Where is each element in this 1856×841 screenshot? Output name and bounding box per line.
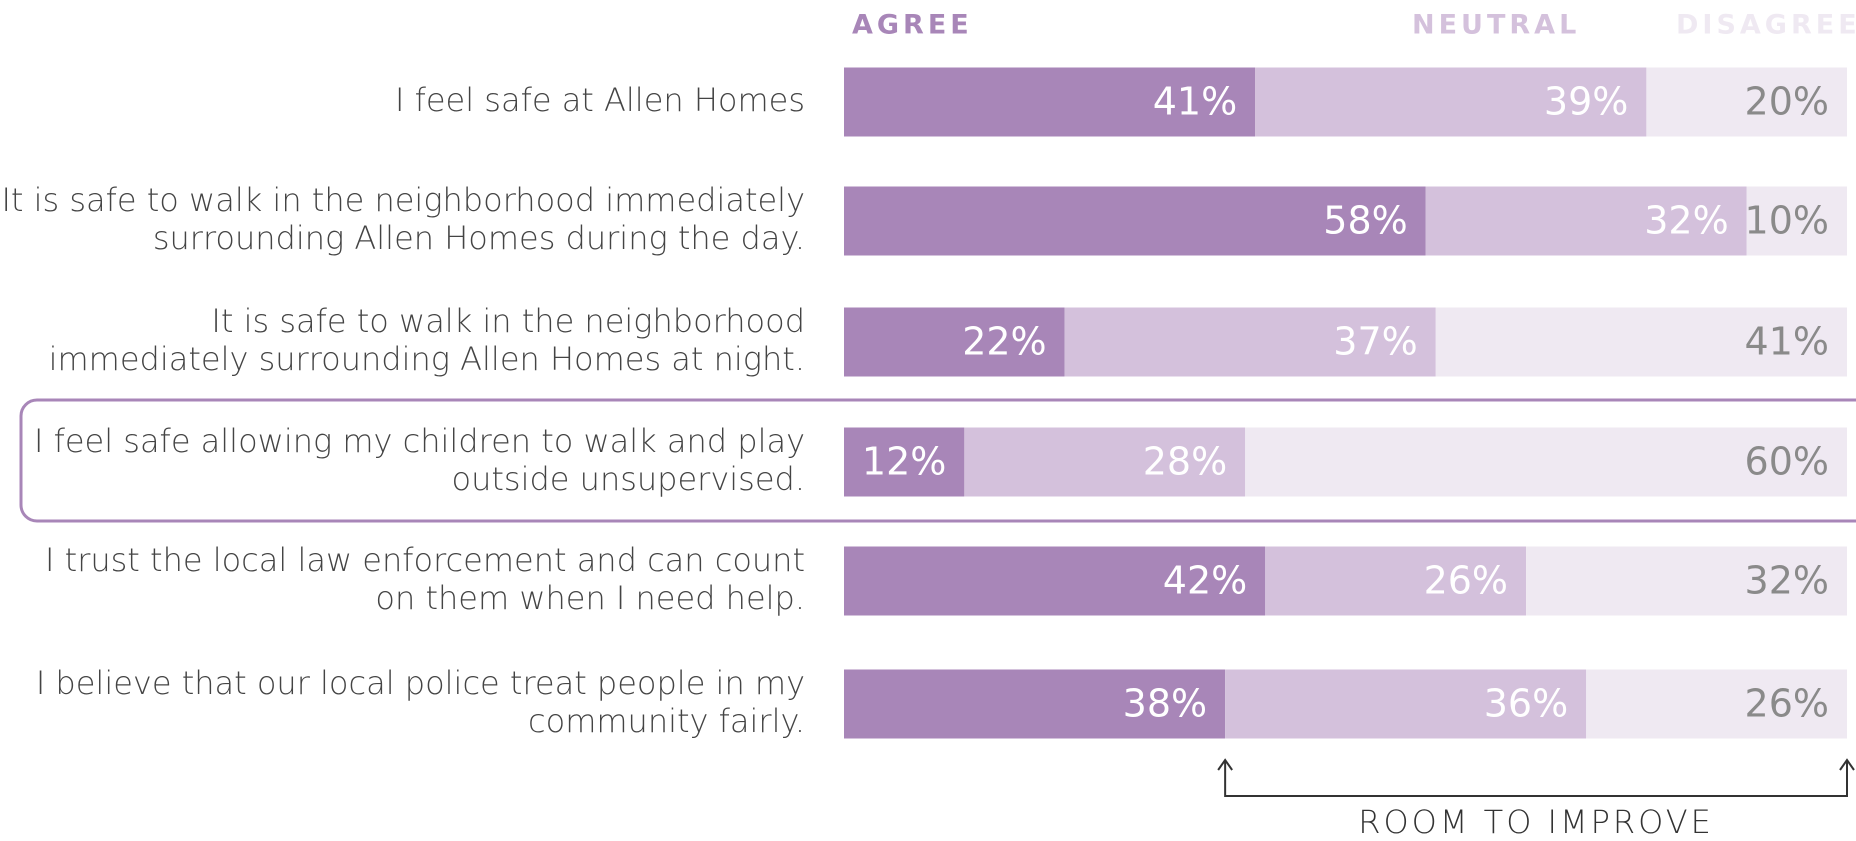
annotation: ROOM TO IMPROVE — [1358, 803, 1714, 841]
legend-label: DISAGREE — [1676, 10, 1856, 41]
category-label: I feel safe at Allen Homes — [395, 81, 805, 119]
bar-segment — [844, 186, 1426, 256]
value-label: 32% — [1644, 199, 1728, 243]
legend-label: NEUTRAL — [1412, 10, 1580, 41]
bar-segment — [1526, 546, 1847, 616]
bracket — [1217, 758, 1855, 797]
value-label: 20% — [1745, 80, 1829, 124]
bar-segment — [1746, 186, 1847, 256]
value-label: 39% — [1544, 80, 1628, 124]
value-label: 60% — [1745, 440, 1829, 484]
bar-segment — [964, 427, 1246, 497]
category-label: It is safe to walk in the neighborhood — [211, 302, 805, 340]
category-label: surrounding Allen Homes during the day. — [153, 219, 805, 257]
value-label: 10% — [1745, 199, 1829, 243]
value-label: 41% — [1745, 320, 1829, 364]
category-label: It is safe to walk in the neighborhood i… — [1, 181, 805, 219]
bar-segment — [1255, 67, 1647, 137]
value-label: 28% — [1143, 440, 1227, 484]
bar-segment — [1265, 546, 1527, 616]
category-label: outside unsupervised. — [452, 460, 805, 498]
value-label: 58% — [1323, 199, 1407, 243]
value-label: 26% — [1424, 559, 1508, 603]
bar-segment — [844, 546, 1266, 616]
value-label: 26% — [1745, 682, 1829, 726]
value-label: 37% — [1333, 320, 1417, 364]
category-label: I believe that our local police treat pe… — [36, 664, 805, 702]
bar-segment — [1225, 669, 1587, 739]
bar-segment — [1245, 427, 1847, 497]
value-label: 42% — [1163, 559, 1247, 603]
category-label: community fairly. — [528, 702, 805, 740]
bar-segment — [844, 427, 965, 497]
value-label: 12% — [862, 440, 946, 484]
value-label: 38% — [1123, 682, 1207, 726]
bar-segment — [1646, 67, 1847, 137]
category-label: I trust the local law enforcement and ca… — [45, 541, 805, 579]
bar-segment — [1435, 307, 1847, 377]
value-label: 22% — [962, 320, 1046, 364]
bar-segment — [844, 67, 1256, 137]
bar-segment — [844, 307, 1065, 377]
category-label: I feel safe allowing my children to walk… — [34, 422, 805, 460]
category-label: immediately surrounding Allen Homes at n… — [49, 340, 805, 378]
category-label: on them when I need help. — [375, 579, 805, 617]
legend-label: AGREE — [852, 10, 973, 41]
bar-segment — [1425, 186, 1747, 256]
value-label: 36% — [1484, 682, 1568, 726]
bar-segment — [1586, 669, 1847, 739]
value-label: 41% — [1153, 80, 1237, 124]
highlight-box — [19, 398, 1856, 523]
bar-segment — [844, 669, 1226, 739]
value-label: 32% — [1745, 559, 1829, 603]
bar-segment — [1064, 307, 1436, 377]
